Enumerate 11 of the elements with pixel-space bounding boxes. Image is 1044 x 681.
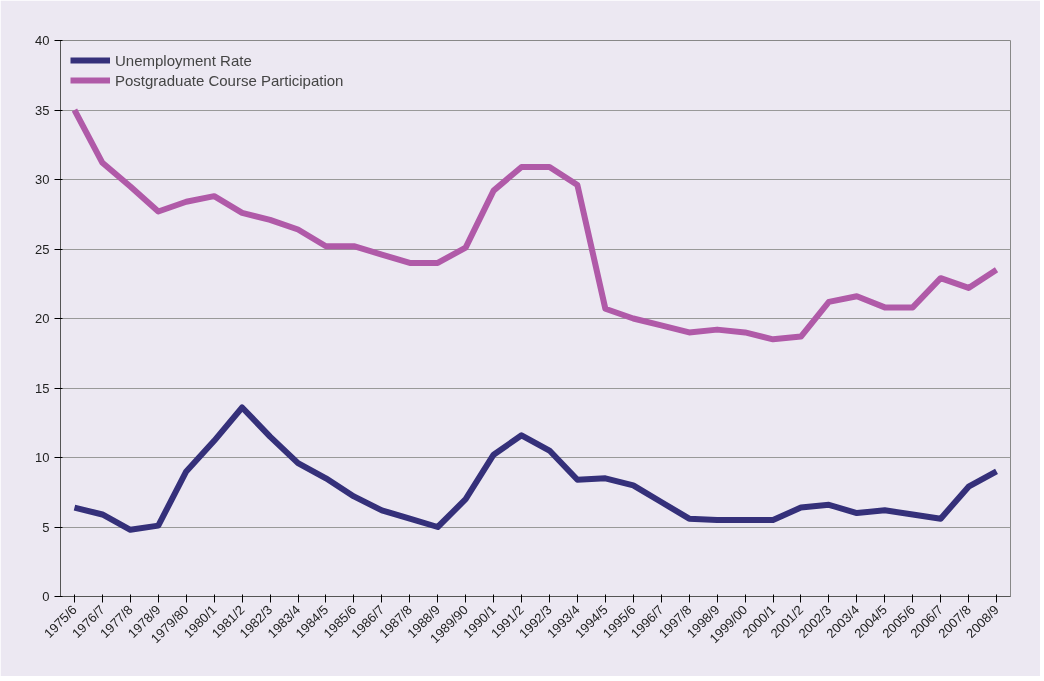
legend-label: Postgraduate Course Participation	[115, 71, 344, 89]
y-tick-label: 30	[35, 172, 50, 187]
y-tick-label: 0	[42, 589, 50, 604]
y-tick-label: 5	[42, 519, 50, 535]
y-tick-label: 20	[35, 311, 50, 326]
legend-label: Unemployment Rate	[115, 51, 252, 69]
y-tick-label: 25	[35, 241, 50, 257]
y-tick-label: 35	[35, 102, 50, 118]
y-tick-label: 15	[35, 380, 50, 396]
y-tick-label: 40	[35, 33, 50, 48]
y-tick-label: 10	[35, 450, 50, 465]
